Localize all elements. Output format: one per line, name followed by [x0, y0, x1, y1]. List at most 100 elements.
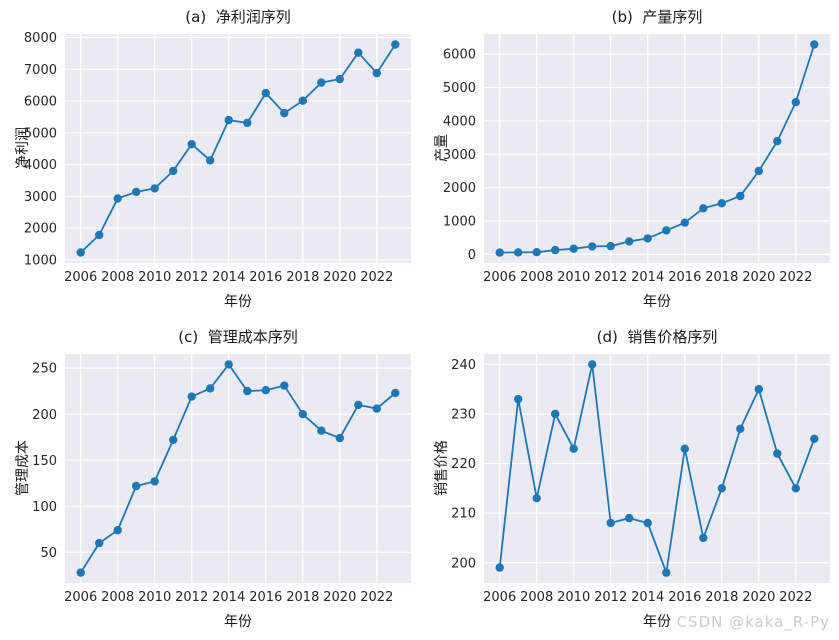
data-point: [298, 410, 307, 419]
x-tick-label: 2014: [631, 270, 664, 285]
data-point: [169, 166, 178, 176]
x-tick-label: 2012: [594, 590, 627, 605]
y-tick-label: 200: [32, 408, 57, 423]
data-point: [717, 484, 726, 493]
data-point: [643, 518, 652, 528]
data-point: [113, 194, 122, 203]
data-point: [514, 248, 523, 257]
data-point: [569, 244, 578, 253]
data-point: [736, 424, 745, 433]
data-point: [280, 108, 289, 118]
x-tick-label: 2008: [520, 590, 553, 605]
subplot-c-plot-area: 50 100 150 200 250 2006 2008 2010 2012 2014 2016 20…: [32, 354, 411, 605]
subplot-a: 1000 2000 3000 4000 5000 6000 7000 8000 2006 2008…: [0, 0, 419, 320]
data-point: [495, 563, 504, 572]
subplot-a-xlabel: 年份: [224, 294, 252, 310]
data-point: [298, 96, 307, 105]
x-tick-label: 2020: [323, 270, 356, 285]
data-point: [335, 74, 344, 84]
y-tick-label: 4000: [24, 158, 57, 173]
y-tick-label: 250: [32, 362, 57, 377]
data-point: [773, 137, 782, 146]
x-tick-label: 2018: [286, 590, 319, 605]
subplot-c-title: (c) 管理成本序列: [178, 328, 298, 346]
data-point: [495, 248, 504, 257]
subplot-a-plot-area: 1000 2000 3000 4000 5000 6000 7000 8000 2006 2008…: [24, 31, 411, 285]
data-point: [280, 381, 289, 390]
x-tick-label: 2018: [286, 270, 319, 285]
x-tick-label: 2020: [742, 270, 775, 285]
x-tick-label: 2008: [520, 270, 553, 285]
data-point: [514, 394, 523, 404]
x-tick-label: 2008: [101, 270, 134, 285]
subplot-c-xlabel: 年份: [224, 614, 252, 630]
subplot-b: 0 1000 2000 3000 4000 5000 6000 2006 2008 2010 201…: [419, 0, 838, 320]
subplot-d-plot-area: 200 210 220 230 240 2006 2008 2010 2012 2014 2016 2…: [451, 354, 830, 605]
y-tick-label: 210: [451, 507, 476, 522]
data-point: [791, 484, 800, 493]
data-point: [187, 140, 196, 149]
data-line: [79, 362, 396, 574]
data-point: [335, 433, 344, 443]
x-tick-label: 2022: [779, 590, 812, 605]
data-point: [532, 248, 541, 257]
data-point: [354, 48, 363, 57]
x-tick-label: 2016: [249, 270, 282, 285]
y-tick-label: 1000: [24, 253, 57, 268]
x-tick-label: 2010: [138, 270, 171, 285]
x-tick-label: 2012: [175, 270, 208, 285]
data-point: [791, 98, 800, 107]
y-tick-label: 7000: [24, 63, 57, 78]
x-tick-label: 2010: [138, 590, 171, 605]
data-point: [680, 218, 689, 227]
y-tick-label: 4000: [443, 114, 476, 129]
y-tick-label: 6000: [443, 48, 476, 63]
x-tick-label: 2012: [175, 590, 208, 605]
y-tick-label: 230: [451, 408, 476, 423]
x-tick-label: 2014: [212, 590, 245, 605]
subplot-d-ylabel: 销售价格: [434, 440, 450, 496]
x-tick-label: 2014: [631, 590, 664, 605]
data-point: [132, 187, 141, 197]
data-point: [224, 360, 233, 369]
y-tick-label: 0: [468, 248, 476, 263]
data-point: [606, 518, 615, 528]
data-point: [95, 538, 104, 548]
y-tick-label: 220: [451, 457, 476, 472]
data-point: [206, 384, 215, 393]
subplot-d: 200 210 220 230 240 2006 2008 2010 2012 2014 2016 2…: [419, 320, 838, 640]
x-tick-label: 2006: [483, 590, 516, 605]
x-tick-label: 2014: [212, 270, 245, 285]
data-point: [150, 477, 159, 486]
subplot-d-title: (d) 销售价格序列: [596, 328, 718, 346]
data-point: [391, 40, 400, 49]
data-point: [810, 40, 819, 49]
data-point: [95, 230, 104, 240]
subplot-c: 50 100 150 200 250 2006 2008 2010 2012 2014 2016 20…: [0, 320, 419, 640]
subplot-b-title: (b) 产量序列: [611, 8, 703, 26]
data-point: [736, 191, 745, 201]
x-tick-label: 2010: [557, 590, 590, 605]
data-point: [261, 386, 270, 395]
subplot-b-xlabel: 年份: [643, 294, 671, 310]
y-tick-label: 2000: [443, 181, 476, 196]
x-tick-label: 2016: [668, 590, 701, 605]
plot-background: [65, 34, 411, 263]
data-point: [132, 481, 141, 491]
data-point: [169, 435, 178, 445]
subplot-d-xlabel: 年份: [643, 614, 671, 630]
subplot-a-title: (a) 净利润序列: [185, 8, 291, 26]
subplot-b-plot-area: 0 1000 2000 3000 4000 5000 6000 2006 2008 2010 201…: [443, 34, 830, 285]
y-tick-label: 3000: [24, 190, 57, 205]
data-point: [76, 248, 85, 257]
data-point: [754, 166, 763, 176]
y-tick-label: 200: [451, 556, 476, 571]
x-tick-label: 2006: [483, 270, 516, 285]
data-point: [76, 568, 85, 577]
x-tick-label: 2020: [742, 590, 775, 605]
x-tick-label: 2006: [64, 590, 97, 605]
data-point: [588, 242, 597, 251]
data-point: [699, 204, 708, 213]
data-point: [317, 426, 326, 435]
data-point: [625, 237, 634, 246]
